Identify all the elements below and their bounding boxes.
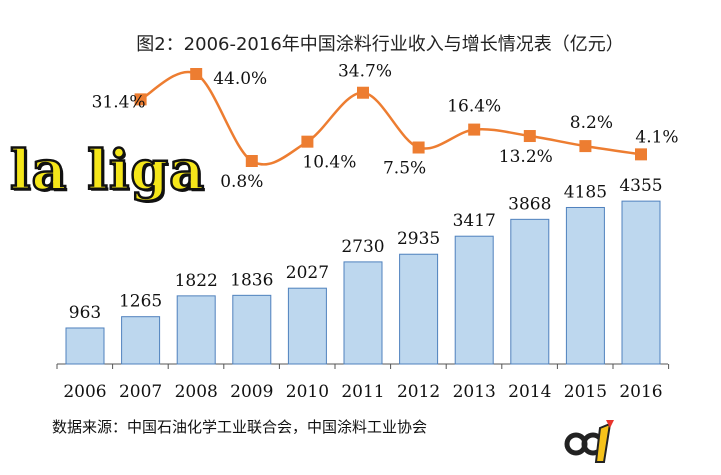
growth-line xyxy=(139,70,642,166)
x-tick-label: 2015 xyxy=(564,382,607,402)
bar-value-label: 3417 xyxy=(453,211,496,231)
x-tick-label: 2010 xyxy=(286,382,329,402)
growth-marker xyxy=(635,148,647,161)
bar-value-label: 4185 xyxy=(564,182,607,202)
bar-2012 xyxy=(399,253,439,365)
bar-2008 xyxy=(176,295,216,365)
x-tick-label: 2008 xyxy=(175,382,218,402)
bar-value-label: 1822 xyxy=(175,271,218,291)
bar-2014 xyxy=(510,218,550,365)
x-tick-label: 2006 xyxy=(63,382,106,402)
watermark-text: la liga xyxy=(9,137,206,204)
growth-label: 10.4% xyxy=(302,153,356,173)
x-tick-label: 2012 xyxy=(397,382,440,402)
x-tick-label: 2007 xyxy=(119,382,162,402)
bar-value-label: 1265 xyxy=(119,292,162,312)
bar-value-label: 3868 xyxy=(508,194,551,214)
x-tick-label: 2009 xyxy=(230,382,273,402)
growth-label: 44.0% xyxy=(213,69,267,89)
bar-2015 xyxy=(565,206,605,365)
x-tick-label: 2011 xyxy=(341,382,384,402)
x-tick-label: 2013 xyxy=(453,382,496,402)
growth-marker xyxy=(357,86,369,99)
bar-value-label: 963 xyxy=(69,303,101,323)
growth-marker xyxy=(245,155,258,167)
bar-value-label: 2027 xyxy=(286,263,329,283)
growth-label: 7.5% xyxy=(383,159,426,179)
bar-2016 xyxy=(621,200,661,365)
bar-value-label: 4355 xyxy=(619,176,662,196)
growth-marker xyxy=(468,123,481,136)
bar-value-label: 2935 xyxy=(397,229,440,249)
growth-marker xyxy=(190,68,203,80)
growth-label: 34.7% xyxy=(338,62,392,82)
growth-marker xyxy=(412,141,425,154)
growth-marker xyxy=(134,93,147,106)
bar-2009 xyxy=(232,294,272,365)
brand-logo-icon xyxy=(564,420,614,463)
growth-label: 0.8% xyxy=(220,172,263,192)
growth-label: 13.2% xyxy=(499,147,553,167)
growth-label: 8.2% xyxy=(570,113,613,133)
bar-2013 xyxy=(454,235,494,365)
growth-marker xyxy=(579,140,592,153)
x-tick-label: 2016 xyxy=(619,382,662,402)
bar-2007 xyxy=(121,316,161,365)
bar-2006 xyxy=(65,327,105,365)
bar-2011 xyxy=(343,261,383,365)
chart-title: 图2：2006-2016年中国涂料行业收入与增长情况表（亿元） xyxy=(136,34,624,55)
growth-label: 4.1% xyxy=(635,127,678,147)
x-tick-label: 2014 xyxy=(508,382,551,402)
growth-label: 16.4% xyxy=(447,97,501,117)
growth-label: 31.4% xyxy=(92,92,146,112)
bar-2010 xyxy=(287,287,327,365)
bar-value-label: 1836 xyxy=(230,270,273,290)
growth-marker xyxy=(301,135,314,148)
bar-value-label: 2730 xyxy=(341,237,384,257)
growth-marker xyxy=(523,130,536,143)
source-note: 数据来源：中国石油化学工业联合会，中国涂料工业协会 xyxy=(52,418,428,436)
